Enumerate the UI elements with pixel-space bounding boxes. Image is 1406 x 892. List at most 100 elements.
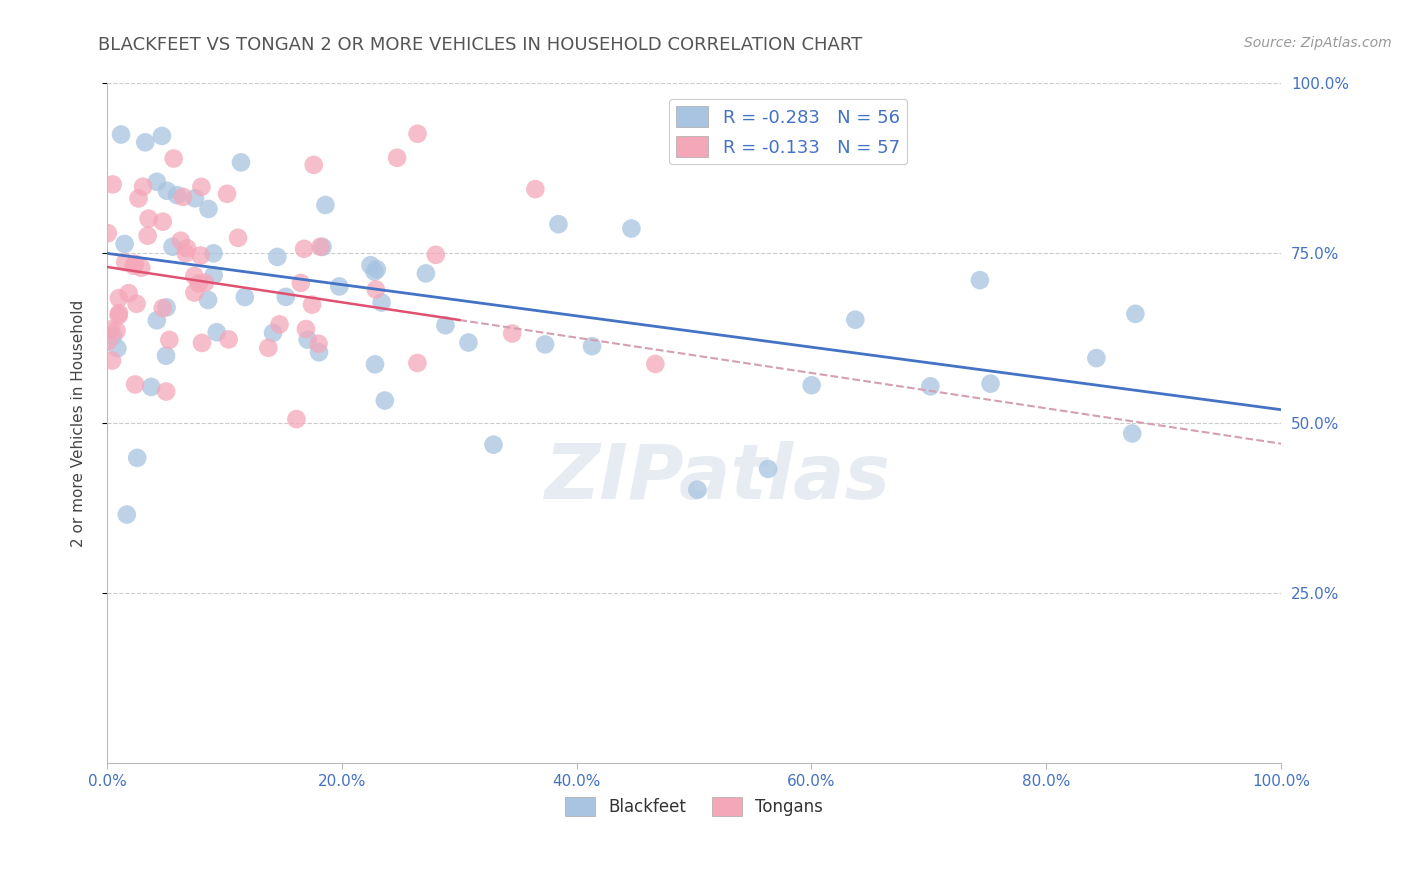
Point — [292, 242, 315, 256]
Point — [434, 318, 457, 333]
Point — [295, 322, 318, 336]
Point — [97, 334, 120, 349]
Point — [233, 290, 256, 304]
Point — [108, 306, 131, 320]
Point — [155, 349, 177, 363]
Point — [360, 258, 382, 272]
Point — [197, 293, 219, 307]
Point — [134, 136, 156, 150]
Point — [128, 191, 150, 205]
Point — [125, 297, 148, 311]
Point — [363, 264, 385, 278]
Point — [482, 438, 505, 452]
Point — [226, 231, 249, 245]
Point — [364, 357, 387, 371]
Point — [136, 228, 159, 243]
Point — [844, 312, 866, 326]
Point — [170, 234, 193, 248]
Point — [101, 353, 124, 368]
Point — [501, 326, 523, 341]
Point — [425, 248, 447, 262]
Point — [311, 240, 333, 254]
Point — [105, 324, 128, 338]
Point — [166, 188, 188, 202]
Point — [285, 412, 308, 426]
Point — [202, 268, 225, 283]
Point — [146, 175, 169, 189]
Point — [108, 291, 131, 305]
Point — [229, 155, 252, 169]
Point — [107, 309, 129, 323]
Point — [190, 179, 212, 194]
Point — [364, 283, 387, 297]
Point — [1125, 307, 1147, 321]
Point — [301, 298, 323, 312]
Point — [524, 182, 547, 196]
Point — [127, 450, 149, 465]
Point — [101, 178, 124, 192]
Point — [191, 335, 214, 350]
Point — [202, 246, 225, 260]
Point — [146, 313, 169, 327]
Point — [581, 339, 603, 353]
Point — [302, 158, 325, 172]
Point — [547, 217, 569, 231]
Point — [124, 257, 146, 271]
Point — [308, 345, 330, 359]
Point — [218, 333, 240, 347]
Point — [101, 329, 124, 343]
Point — [184, 191, 207, 205]
Point — [457, 335, 479, 350]
Point — [132, 179, 155, 194]
Legend: Blackfeet, Tongans: Blackfeet, Tongans — [558, 790, 830, 822]
Point — [257, 341, 280, 355]
Point — [183, 285, 205, 300]
Point — [406, 127, 429, 141]
Point — [187, 277, 209, 291]
Point — [156, 184, 179, 198]
Point — [644, 357, 666, 371]
Point — [194, 276, 217, 290]
Text: ZIPatlas: ZIPatlas — [544, 441, 890, 515]
Point — [122, 259, 145, 273]
Point — [114, 236, 136, 251]
Point — [190, 248, 212, 262]
Point — [756, 462, 779, 476]
Point — [1121, 426, 1143, 441]
Point — [172, 190, 194, 204]
Point — [534, 337, 557, 351]
Point — [385, 151, 408, 165]
Y-axis label: 2 or more Vehicles in Household: 2 or more Vehicles in Household — [72, 300, 86, 547]
Point — [138, 211, 160, 226]
Point — [105, 342, 128, 356]
Point — [415, 267, 437, 281]
Point — [157, 333, 180, 347]
Point — [176, 241, 198, 255]
Point — [328, 279, 350, 293]
Point — [370, 295, 392, 310]
Point — [920, 379, 942, 393]
Point — [262, 326, 284, 340]
Point — [110, 128, 132, 142]
Point — [800, 378, 823, 392]
Point — [97, 226, 120, 240]
Point — [129, 260, 152, 275]
Point — [969, 273, 991, 287]
Point — [980, 376, 1002, 391]
Point — [620, 221, 643, 235]
Text: BLACKFEET VS TONGAN 2 OR MORE VEHICLES IN HOUSEHOLD CORRELATION CHART: BLACKFEET VS TONGAN 2 OR MORE VEHICLES I… — [98, 36, 863, 54]
Point — [290, 276, 312, 290]
Point — [308, 336, 330, 351]
Point — [366, 262, 388, 277]
Point — [205, 325, 228, 339]
Point — [114, 255, 136, 269]
Point — [124, 377, 146, 392]
Point — [297, 333, 319, 347]
Point — [197, 202, 219, 216]
Point — [1085, 351, 1108, 365]
Point — [274, 290, 297, 304]
Point — [152, 215, 174, 229]
Point — [163, 152, 186, 166]
Text: Source: ZipAtlas.com: Source: ZipAtlas.com — [1244, 36, 1392, 50]
Point — [266, 250, 288, 264]
